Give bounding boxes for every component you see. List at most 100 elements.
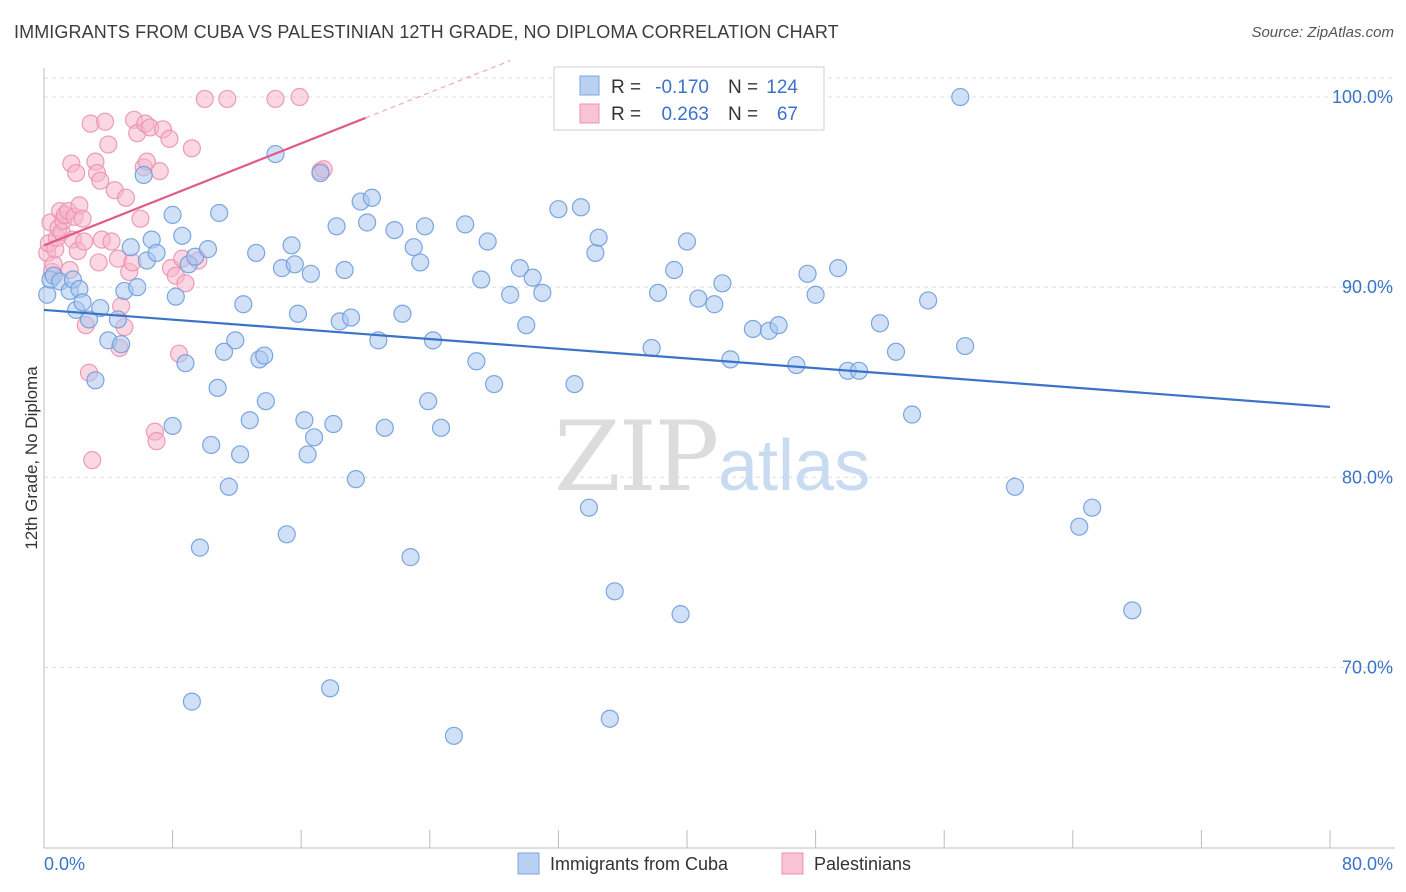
cuba-point xyxy=(642,338,661,358)
palestinians-point xyxy=(176,274,195,293)
y-tick-labels: 70.0% 80.0% 90.0% 100.0% xyxy=(1332,87,1393,677)
x-tick-label-max: 80.0% xyxy=(1342,854,1393,874)
cuba-point xyxy=(600,709,619,728)
palestinians-point xyxy=(73,209,92,228)
cuba-point xyxy=(210,203,229,223)
cuba-point xyxy=(393,304,412,323)
cuba-point xyxy=(478,232,497,251)
y-axis-label: 12th Grade, No Diploma xyxy=(22,366,41,550)
palestinians-point xyxy=(99,135,118,154)
cuba-point xyxy=(677,232,697,251)
bottom-legend-swatch-cuba xyxy=(517,852,540,875)
legend-r-label-1: R = xyxy=(611,77,641,98)
cuba-point xyxy=(198,240,218,259)
cuba-point xyxy=(665,260,684,280)
bottom-legend: Immigrants from Cuba Palestinians xyxy=(517,852,911,875)
legend-n-value-2: 67 xyxy=(777,104,798,125)
cuba-point xyxy=(951,87,970,107)
axes xyxy=(43,68,1395,849)
watermark-atlas: atlas xyxy=(718,426,870,506)
cuba-point xyxy=(112,335,131,354)
cuba-point xyxy=(467,352,486,371)
cuba-point xyxy=(208,378,227,398)
cuba-point xyxy=(806,285,825,304)
cuba-point xyxy=(86,371,105,390)
cuba-point xyxy=(341,308,361,327)
cuba-point xyxy=(38,285,57,304)
cuba-point xyxy=(256,392,275,411)
bottom-legend-label-palestinians: Palestinians xyxy=(814,854,911,874)
cuba-point xyxy=(605,582,624,601)
legend-r-value-2: 0.263 xyxy=(661,104,709,125)
grid-lines xyxy=(44,77,1395,668)
cuba-point xyxy=(1005,477,1025,496)
legend-n-label-1: N = xyxy=(728,77,758,98)
cuba-point xyxy=(411,253,430,272)
cuba-point xyxy=(277,525,296,544)
cuba-point xyxy=(134,165,153,185)
cuba-point xyxy=(285,255,304,274)
cuba-point xyxy=(128,278,147,297)
cuba-point xyxy=(689,289,708,308)
cuba-point xyxy=(108,310,128,329)
cuba-point xyxy=(219,477,238,496)
cuba-points xyxy=(38,87,1142,745)
y-tick-label: 90.0% xyxy=(1342,277,1393,297)
legend-swatch-cuba xyxy=(579,75,600,96)
cuba-point xyxy=(91,298,110,318)
cuba-point xyxy=(121,238,140,257)
cuba-point xyxy=(571,198,591,217)
cuba-point xyxy=(163,416,182,436)
cuba-point xyxy=(589,228,608,247)
cuba-point xyxy=(401,548,420,567)
cuba-point xyxy=(255,346,274,365)
palestinians-point xyxy=(102,232,121,251)
cuba-point xyxy=(955,336,975,356)
y-tick-label: 100.0% xyxy=(1332,87,1393,107)
cuba-point xyxy=(226,331,245,350)
palestinians-point xyxy=(67,163,86,183)
palestinians-point xyxy=(131,209,150,228)
cuba-point xyxy=(404,238,423,257)
cuba-point xyxy=(311,163,330,183)
cuba-point xyxy=(298,445,317,464)
cuba-point xyxy=(173,226,192,245)
cuba-point xyxy=(202,435,221,455)
cuba-point xyxy=(166,287,185,306)
palestinians-point xyxy=(150,162,169,181)
palestinians-trend-extension xyxy=(365,60,511,119)
watermark-zip: ZIP xyxy=(554,401,717,513)
trend-lines xyxy=(43,60,1331,409)
cuba-point xyxy=(743,319,763,339)
cuba-point xyxy=(163,205,182,224)
cuba-point xyxy=(533,283,552,302)
cuba-point xyxy=(586,243,605,263)
cuba-point xyxy=(1123,601,1142,620)
palestinians-point xyxy=(83,451,102,470)
cuba-point xyxy=(231,445,250,464)
cuba-point xyxy=(886,342,906,361)
cuba-point xyxy=(472,270,491,289)
palestinians-point xyxy=(218,89,237,109)
cuba-point xyxy=(176,354,195,373)
cuba-point xyxy=(358,213,377,232)
cuba-point xyxy=(240,411,259,430)
cuba-point xyxy=(346,470,365,489)
cuba-point xyxy=(798,264,817,283)
cuba-point xyxy=(517,316,536,335)
cuba-point xyxy=(304,428,324,447)
cuba-point xyxy=(456,215,475,234)
source-label: Source: ZipAtlas.com xyxy=(1251,24,1394,41)
palestinians-point xyxy=(95,112,115,131)
cuba-point xyxy=(327,217,346,236)
cuba-point xyxy=(247,243,266,263)
cuba-point xyxy=(73,293,92,312)
palestinians-point xyxy=(266,89,285,109)
palestinians-point xyxy=(195,89,214,109)
cuba-point xyxy=(1082,498,1102,517)
palestinians-point xyxy=(147,432,166,451)
cuba-point xyxy=(324,414,343,434)
y-tick-label: 80.0% xyxy=(1342,467,1393,487)
cuba-point xyxy=(902,405,922,424)
cuba-point xyxy=(282,236,301,255)
